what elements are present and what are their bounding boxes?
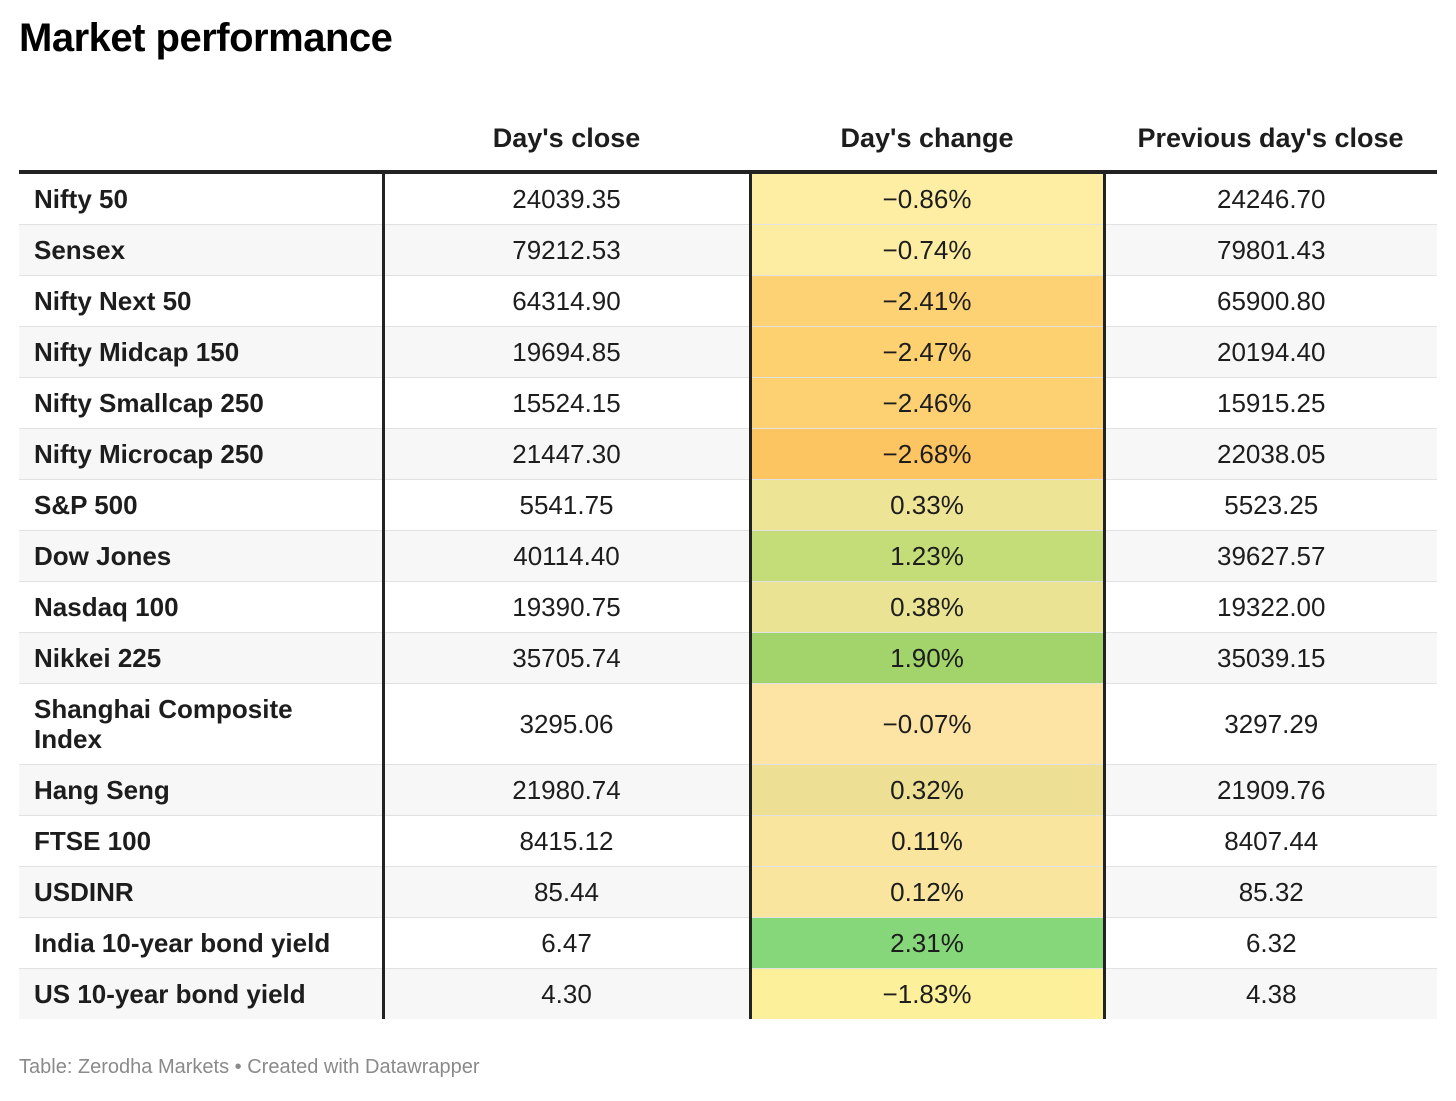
table-row: Dow Jones 40114.40 1.23% 39627.57	[19, 530, 1437, 582]
row-name-cell: Sensex	[19, 224, 385, 276]
days-change-cell: 1.23%	[750, 530, 1106, 582]
days-change-cell: 0.33%	[750, 479, 1106, 531]
days-change-cell: −2.68%	[750, 428, 1106, 480]
table-row: Nifty Midcap 150 19694.85 −2.47% 20194.40	[19, 326, 1437, 378]
table-row: USDINR 85.44 0.12% 85.32	[19, 866, 1437, 918]
days-change-cell: −2.47%	[750, 326, 1106, 378]
days-change-cell: −0.86%	[750, 172, 1106, 225]
row-name-cell: Dow Jones	[19, 530, 385, 582]
table-row: US 10-year bond yield 4.30 −1.83% 4.38	[19, 968, 1437, 1019]
previous-close-cell: 20194.40	[1104, 326, 1437, 378]
days-close-cell: 35705.74	[383, 632, 752, 684]
days-close-cell: 21447.30	[383, 428, 752, 480]
previous-close-cell: 4.38	[1104, 968, 1437, 1019]
table-row: Sensex 79212.53 −0.74% 79801.43	[19, 224, 1437, 276]
days-close-cell: 85.44	[383, 866, 752, 918]
days-close-cell: 3295.06	[383, 683, 752, 765]
days-close-cell: 79212.53	[383, 224, 752, 276]
column-header-previous-close: Previous day's close	[1104, 110, 1437, 174]
days-close-cell: 6.47	[383, 917, 752, 969]
days-close-cell: 15524.15	[383, 377, 752, 429]
row-name-cell: USDINR	[19, 866, 385, 918]
row-name-cell: FTSE 100	[19, 815, 385, 867]
days-change-cell: 2.31%	[750, 917, 1106, 969]
days-close-cell: 19390.75	[383, 581, 752, 633]
table-row: Shanghai Composite Index 3295.06 −0.07% 329…	[19, 683, 1437, 765]
days-close-cell: 64314.90	[383, 275, 752, 327]
source-note: Table: Zerodha Markets • Created with Da…	[19, 1056, 480, 1078]
days-change-cell: −0.74%	[750, 224, 1106, 276]
row-name-cell: Nifty Smallcap 250	[19, 377, 385, 429]
previous-close-cell: 5523.25	[1104, 479, 1437, 531]
table-row: Nasdaq 100 19390.75 0.38% 19322.00	[19, 581, 1437, 633]
previous-close-cell: 19322.00	[1104, 581, 1437, 633]
previous-close-cell: 39627.57	[1104, 530, 1437, 582]
days-close-cell: 8415.12	[383, 815, 752, 867]
previous-close-cell: 65900.80	[1104, 275, 1437, 327]
row-name-cell: US 10-year bond yield	[19, 968, 385, 1019]
previous-close-cell: 21909.76	[1104, 764, 1437, 816]
market-performance-table: Day's close Day's change Previous day's …	[19, 110, 1437, 1019]
previous-close-cell: 85.32	[1104, 866, 1437, 918]
days-change-cell: 0.38%	[750, 581, 1106, 633]
table-row: Hang Seng 21980.74 0.32% 21909.76	[19, 764, 1437, 816]
column-header-days-change: Day's change	[750, 110, 1104, 174]
previous-close-cell: 22038.05	[1104, 428, 1437, 480]
table-row: Nikkei 225 35705.74 1.90% 35039.15	[19, 632, 1437, 684]
days-close-cell: 40114.40	[383, 530, 752, 582]
row-name-cell: Nifty Microcap 250	[19, 428, 385, 480]
row-name-cell: Shanghai Composite Index	[19, 683, 385, 765]
previous-close-cell: 8407.44	[1104, 815, 1437, 867]
row-name-cell: Hang Seng	[19, 764, 385, 816]
previous-close-cell: 35039.15	[1104, 632, 1437, 684]
days-change-cell: 1.90%	[750, 632, 1106, 684]
row-name-cell: Nifty 50	[19, 172, 385, 225]
table-row: Nifty 50 24039.35 −0.86% 24246.70	[19, 172, 1437, 225]
previous-close-cell: 24246.70	[1104, 172, 1437, 225]
chart-title: Market performance	[19, 16, 393, 60]
days-change-cell: −2.46%	[750, 377, 1106, 429]
column-header-days-close: Day's close	[383, 110, 750, 174]
days-close-cell: 24039.35	[383, 172, 752, 225]
table-row: Nifty Smallcap 250 15524.15 −2.46% 15915.25	[19, 377, 1437, 429]
days-close-cell: 5541.75	[383, 479, 752, 531]
table-row: S&P 500 5541.75 0.33% 5523.25	[19, 479, 1437, 531]
days-close-cell: 19694.85	[383, 326, 752, 378]
row-name-cell: S&P 500	[19, 479, 385, 531]
table-row: Nifty Microcap 250 21447.30 −2.68% 22038.05	[19, 428, 1437, 480]
column-header-name	[19, 110, 383, 174]
row-name-cell: Nasdaq 100	[19, 581, 385, 633]
row-name-cell: Nikkei 225	[19, 632, 385, 684]
row-name-cell: Nifty Next 50	[19, 275, 385, 327]
days-change-cell: 0.32%	[750, 764, 1106, 816]
days-change-cell: −1.83%	[750, 968, 1106, 1019]
table-row: FTSE 100 8415.12 0.11% 8407.44	[19, 815, 1437, 867]
table-row: India 10-year bond yield 6.47 2.31% 6.32	[19, 917, 1437, 969]
days-change-cell: −0.07%	[750, 683, 1106, 765]
previous-close-cell: 3297.29	[1104, 683, 1437, 765]
table-body: Nifty 50 24039.35 −0.86% 24246.70 Sensex 7921…	[19, 172, 1437, 1019]
row-name-cell: Nifty Midcap 150	[19, 326, 385, 378]
days-change-cell: 0.12%	[750, 866, 1106, 918]
days-change-cell: −2.41%	[750, 275, 1106, 327]
days-close-cell: 21980.74	[383, 764, 752, 816]
previous-close-cell: 6.32	[1104, 917, 1437, 969]
table-row: Nifty Next 50 64314.90 −2.41% 65900.80	[19, 275, 1437, 327]
previous-close-cell: 79801.43	[1104, 224, 1437, 276]
table-header-row: Day's close Day's change Previous day's …	[19, 110, 1437, 174]
days-close-cell: 4.30	[383, 968, 752, 1019]
previous-close-cell: 15915.25	[1104, 377, 1437, 429]
days-change-cell: 0.11%	[750, 815, 1106, 867]
row-name-cell: India 10-year bond yield	[19, 917, 385, 969]
